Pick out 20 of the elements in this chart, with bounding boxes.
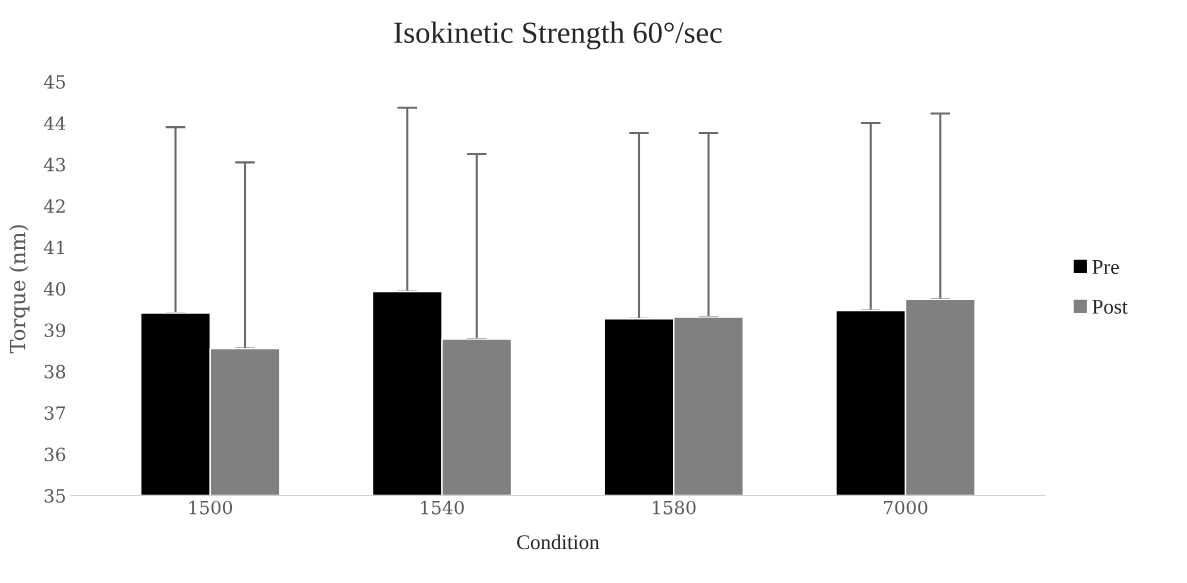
y-axis-title: Torque (nm) [9, 225, 30, 354]
x-tick-label: 7000 [884, 500, 928, 515]
y-tick-label: 40 [43, 282, 66, 296]
y-tick-label: 35 [44, 489, 65, 503]
x-tick-label: 1580 [652, 500, 696, 515]
y-tick-label: 41 [43, 240, 64, 255]
legend-label: Pre [1092, 260, 1119, 274]
x-axis-title: Condition [517, 534, 600, 550]
y-tick-label: 44 [43, 116, 66, 130]
chart-title: Isokinetic Strength 60°/sec [394, 21, 722, 50]
y-tick-label: 45 [43, 75, 65, 89]
y-tick-label: 36 [44, 447, 66, 462]
y-tick-label: 39 [44, 323, 66, 338]
legend-label: Post [1092, 299, 1128, 314]
x-tick-label: 1540 [421, 500, 464, 515]
x-tick-label: 1500 [189, 500, 233, 515]
y-tick-label: 42 [43, 199, 65, 213]
y-tick-label: 38 [44, 364, 66, 379]
y-tick-label: 43 [43, 157, 66, 172]
y-tick-label: 37 [44, 406, 66, 420]
